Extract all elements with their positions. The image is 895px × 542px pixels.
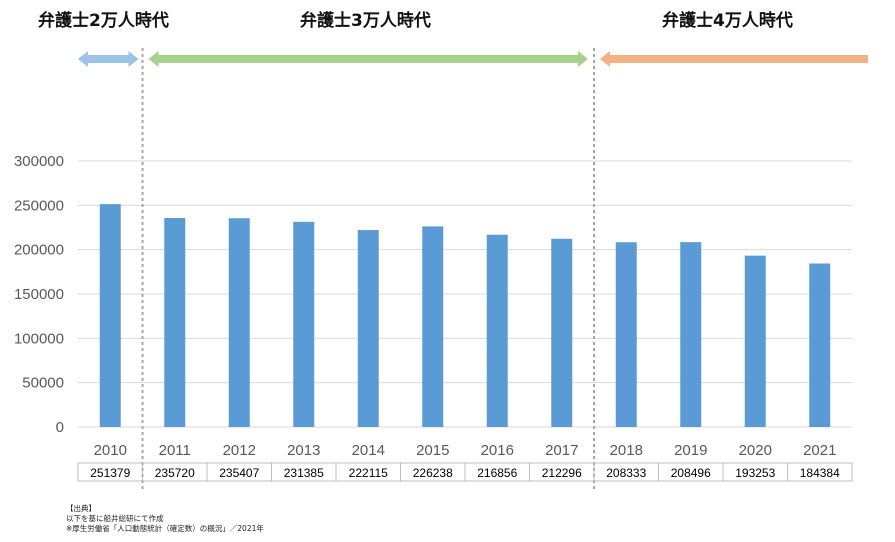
x-tick-label: 2020	[739, 442, 772, 459]
bar-2016	[486, 234, 508, 427]
x-tick-label: 2018	[610, 442, 643, 459]
x-tick-label: 2011	[159, 442, 191, 459]
table-value-2016: 216856	[477, 466, 517, 480]
y-tick-label: 200000	[14, 242, 64, 259]
table-value-2013: 231385	[284, 466, 324, 480]
y-tick-label: 0	[56, 419, 64, 436]
source-heading: 【出典】	[66, 504, 96, 513]
x-tick-label: 2016	[481, 442, 514, 459]
x-tick-label: 2019	[674, 442, 707, 459]
x-tick-label: 2010	[94, 442, 127, 459]
era-arrow-40k	[600, 51, 868, 67]
table-value-2017: 212296	[542, 466, 582, 480]
bar-2011	[164, 217, 186, 427]
x-tick-label: 2015	[416, 442, 449, 459]
era-title-40k: 弁護士4万人時代	[662, 11, 793, 31]
source-note: 【出典】 以下を基に船井総研にて作成 ※厚生労働省「人口動態統計（確定数）の概況…	[66, 504, 264, 534]
era-arrow-30k	[148, 51, 588, 67]
bar-2017	[551, 238, 573, 427]
bar-2014	[357, 230, 379, 427]
era-title-30k: 弁護士3万人時代	[300, 11, 431, 31]
source-line-2: ※厚生労働省「人口動態統計（確定数）の概況」／2021年	[66, 524, 264, 533]
x-tick-label: 2012	[223, 442, 256, 459]
bar-2020	[744, 255, 766, 427]
bar-2012	[228, 218, 250, 427]
y-tick-label: 100000	[14, 330, 64, 347]
bar-2013	[293, 221, 315, 427]
era-arrows	[78, 51, 868, 67]
table-value-2011: 235720	[155, 466, 195, 480]
y-axis: 0 50000 100000 150000 200000 250000 300000	[14, 153, 64, 436]
era-dividers	[141, 48, 595, 490]
table-value-2015: 226238	[413, 466, 453, 480]
x-tick-label: 2021	[803, 442, 836, 459]
data-table: 251379 235720 235407 231385 222115 226238 2168…	[77, 462, 853, 482]
table-value-2012: 235407	[219, 466, 259, 480]
y-tick-label: 300000	[14, 153, 64, 170]
table-value-2021: 184384	[800, 466, 840, 480]
table-value-2010: 251379	[90, 466, 130, 480]
x-tick-label: 2013	[287, 442, 320, 459]
x-axis: 2010 2011 2012 2013 2014 2015 2016 2017 2018 2019…	[94, 442, 837, 459]
bar-2018	[615, 242, 637, 427]
bar-2019	[680, 242, 702, 427]
x-tick-label: 2017	[545, 442, 578, 459]
bar-2010	[99, 204, 121, 427]
era-arrow-20k	[78, 51, 139, 67]
y-tick-label: 50000	[22, 375, 64, 392]
bar-2015	[422, 226, 444, 427]
era-title-20k: 弁護士2万人時代	[38, 11, 169, 31]
bar-chart: 0 50000 100000 150000 200000 250000 300000 201…	[14, 48, 868, 490]
bar-2021	[809, 263, 831, 427]
source-line-1: 以下を基に船井総研にて作成	[66, 514, 164, 523]
bars	[99, 204, 831, 427]
table-value-2018: 208333	[606, 466, 646, 480]
table-value-2014: 222115	[349, 466, 388, 480]
y-tick-label: 250000	[14, 197, 64, 214]
gridlines	[78, 160, 852, 428]
table-value-2020: 193253	[735, 466, 775, 480]
y-tick-label: 150000	[14, 286, 64, 303]
x-tick-label: 2014	[352, 442, 385, 459]
table-value-2019: 208496	[671, 466, 711, 480]
